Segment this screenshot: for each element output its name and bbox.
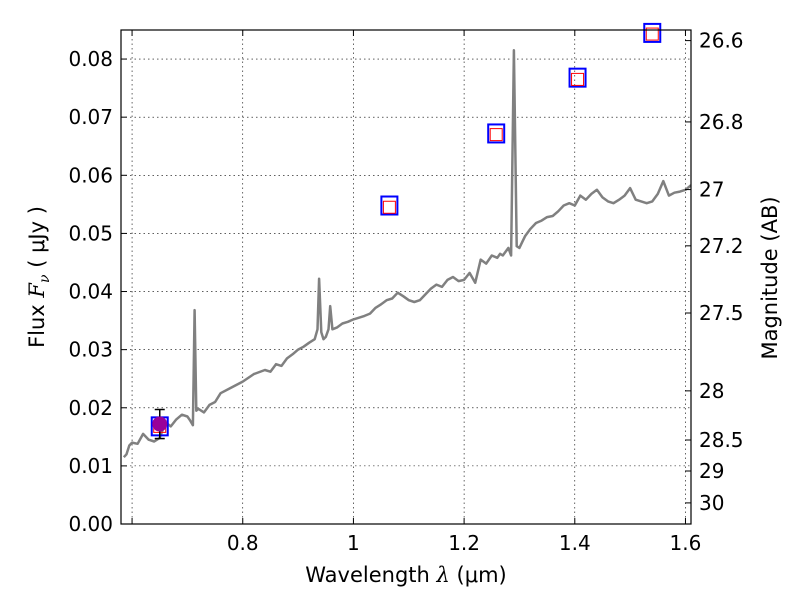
observed-point bbox=[152, 416, 168, 432]
y-tick-label: 0.01 bbox=[68, 454, 113, 478]
y2-tick-label: 29 bbox=[699, 459, 724, 483]
data-layer bbox=[122, 49, 691, 459]
y-tick-label: 0.08 bbox=[68, 47, 113, 71]
y2-tick-label: 26.6 bbox=[699, 29, 744, 53]
y2-tick-label: 27.5 bbox=[699, 301, 744, 325]
y2-tick-label: 30 bbox=[699, 491, 724, 515]
y-tick-label: 0.03 bbox=[68, 338, 113, 362]
model-square-blue bbox=[487, 123, 506, 144]
x-tick-label: 0.8 bbox=[227, 531, 259, 555]
grid bbox=[121, 30, 691, 525]
y-tick-label: 0.06 bbox=[68, 163, 113, 187]
y-tick-label: 0.05 bbox=[68, 221, 113, 245]
x-tick-label: 1.6 bbox=[670, 531, 702, 555]
marker-layer bbox=[150, 22, 662, 440]
y2-tick-label: 28.5 bbox=[699, 428, 744, 452]
model-square-red bbox=[571, 72, 585, 86]
model-square-red bbox=[489, 128, 503, 142]
x-tick-label: 1.2 bbox=[448, 531, 480, 555]
spectrum-line bbox=[122, 49, 691, 459]
y-axis-title: Flux Fν ( μJy ) bbox=[25, 206, 53, 348]
y2-tick-label: 28 bbox=[699, 379, 724, 403]
y-tick-label: 0.00 bbox=[68, 512, 113, 536]
model-square-blue bbox=[643, 22, 662, 43]
model-square-blue bbox=[568, 67, 587, 88]
plot-frame bbox=[120, 29, 692, 525]
x-tick-label: 1.4 bbox=[559, 531, 591, 555]
x-tick-label: 1 bbox=[347, 531, 360, 555]
model-square-red bbox=[645, 27, 659, 41]
model-square-red bbox=[382, 200, 396, 214]
y2-axis-title: Magnitude (AB) bbox=[758, 196, 782, 359]
y-tick-label: 0.07 bbox=[68, 105, 113, 129]
y2-tick-label: 26.8 bbox=[699, 110, 744, 134]
y-tick-label: 0.02 bbox=[68, 396, 113, 420]
x-axis-title: Wavelength λ (μm) bbox=[305, 563, 506, 587]
y-tick-label: 0.04 bbox=[68, 280, 113, 304]
y2-tick-label: 27 bbox=[699, 178, 724, 202]
y2-tick-label: 27.2 bbox=[699, 234, 744, 258]
model-square-blue bbox=[380, 195, 399, 216]
ticks: 0.8 1 1.2 1.4 1.6 0.00 0.01 0.02 0.03 0.04 0.05 0.0… bbox=[68, 29, 743, 555]
